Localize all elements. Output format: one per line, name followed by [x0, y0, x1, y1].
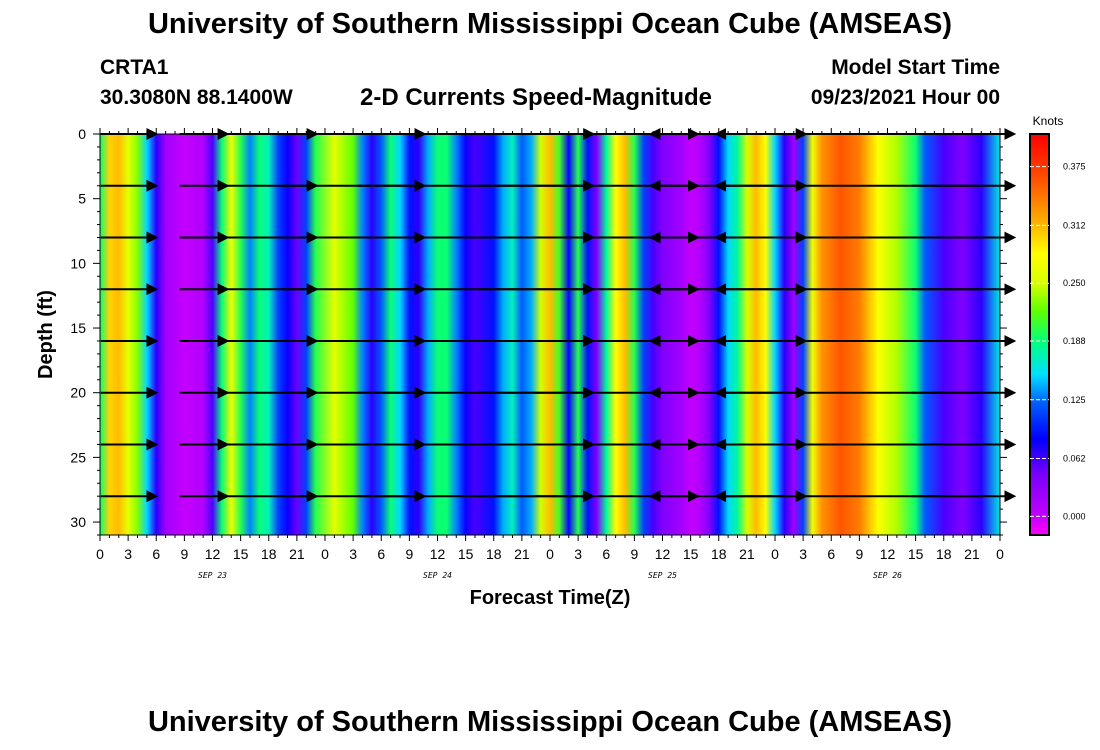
x-tick-label: 21: [739, 546, 755, 562]
model-start-value: 09/23/2021 Hour 00: [810, 86, 1000, 109]
x-tick-label: 21: [514, 546, 530, 562]
x-tick-label: 3: [574, 546, 582, 562]
axes: 0 3 6 9 12 15 18 21 0 3 6 9 12 15 18 21 0 3 6 9 12 15 18 21 0 3 6 9…: [35, 126, 1007, 609]
date-label: SEP 23: [198, 571, 227, 580]
x-tick-label: 15: [233, 546, 249, 562]
x-tick-label: 12: [205, 546, 221, 562]
x-tick-label: 15: [458, 546, 474, 562]
x-tick-label: 6: [377, 546, 385, 562]
x-tick-label: 9: [405, 546, 413, 562]
speed-heatmap: [100, 134, 1000, 535]
x-tick-label: 18: [261, 546, 277, 562]
colorbar-scale: [1029, 133, 1050, 536]
y-tick-label: 5: [78, 191, 86, 207]
x-tick-label: 9: [180, 546, 188, 562]
colorbar-label: 0.125: [1063, 395, 1086, 405]
y-tick-label: 10: [70, 255, 86, 271]
colorbar-label: 0.250: [1063, 278, 1086, 288]
station-coordinates: 30.3080N 88.1400W: [100, 86, 293, 109]
x-tick-label: 15: [908, 546, 924, 562]
y-tick-label: 25: [70, 449, 86, 465]
x-axis-title: Forecast Time(Z): [470, 587, 631, 609]
x-tick-label: 12: [430, 546, 446, 562]
colorbar-label: 0.375: [1063, 162, 1086, 172]
x-tick-label: 9: [855, 546, 863, 562]
x-tick-label: 0: [546, 546, 554, 562]
x-tick-label: 3: [799, 546, 807, 562]
x-tick-label: 0: [996, 546, 1004, 562]
date-label: SEP 24: [423, 571, 452, 580]
x-tick-label: 21: [964, 546, 980, 562]
date-label: SEP 26: [873, 571, 902, 580]
x-tick-label: 18: [486, 546, 502, 562]
colorbar-label: 0.312: [1063, 220, 1086, 230]
y-tick-label: 0: [78, 126, 86, 142]
x-tick-label: 6: [827, 546, 835, 562]
y-tick-label: 15: [70, 320, 86, 336]
x-tick-label: 3: [124, 546, 132, 562]
chart-subtitle: 2-D Currents Speed-Magnitude: [360, 84, 713, 111]
footer-title: University of Southern Mississippi Ocean…: [147, 706, 953, 738]
x-tick-label: 0: [771, 546, 779, 562]
y-tick-label: 20: [70, 385, 86, 401]
colorbar-label: 0.062: [1063, 454, 1086, 464]
x-tick-label: 12: [655, 546, 671, 562]
x-tick-label: 0: [96, 546, 104, 562]
model-start-label: Model Start Time: [831, 56, 1000, 79]
colorbar-label: 0.188: [1063, 336, 1086, 346]
x-tick-label: 0: [321, 546, 329, 562]
x-tick-label: 15: [683, 546, 699, 562]
x-tick-label: 12: [880, 546, 896, 562]
x-tick-label: 21: [289, 546, 305, 562]
y-tick-label: 30: [70, 514, 86, 530]
x-tick-label: 6: [152, 546, 160, 562]
x-tick-label: 6: [602, 546, 610, 562]
colorbar: Knots 0.375 0.312 0.250 0.188 0.125 0.062 0.000: [1029, 114, 1086, 536]
chart-title: University of Southern Mississippi Ocean…: [147, 8, 953, 40]
x-tick-label: 18: [711, 546, 727, 562]
date-label: SEP 25: [648, 571, 677, 580]
station-name: CRTA1: [100, 56, 169, 79]
x-tick-label: 9: [630, 546, 638, 562]
y-axis-title: Depth (ft): [35, 290, 57, 379]
heatmap-field: [100, 134, 1000, 535]
colorbar-title: Knots: [1033, 114, 1064, 128]
colorbar-label: 0.000: [1063, 511, 1086, 521]
x-tick-label: 3: [349, 546, 357, 562]
x-tick-label: 18: [936, 546, 952, 562]
